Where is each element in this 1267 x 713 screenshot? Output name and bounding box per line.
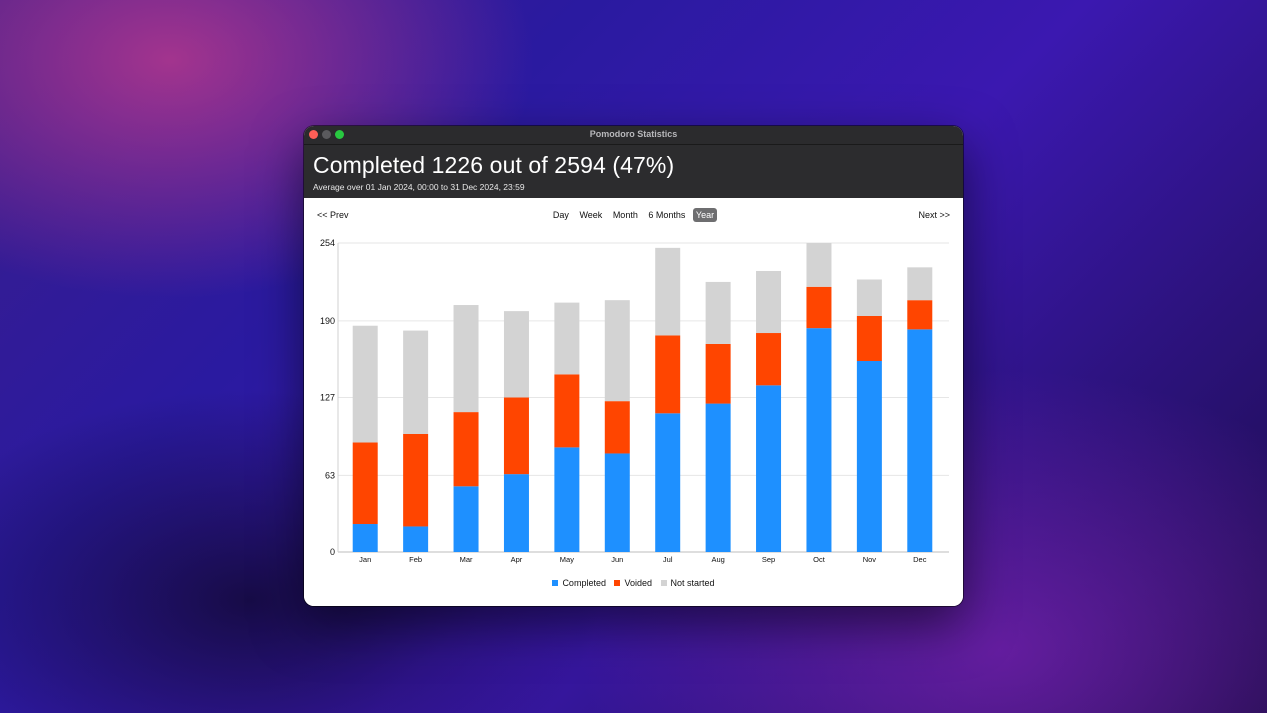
bar-not-started	[554, 302, 580, 375]
title-bar: Pomodoro Statistics	[304, 126, 963, 145]
bar-completed	[705, 403, 731, 552]
legend-item-not-started: Not started	[660, 578, 715, 588]
bar-completed	[604, 453, 630, 552]
bar-voided	[907, 300, 933, 330]
bar-voided	[554, 374, 580, 448]
segment-day[interactable]: Day	[552, 210, 569, 220]
x-tick-label: Apr	[511, 555, 523, 564]
x-tick-label: Dec	[913, 555, 927, 564]
legend-swatch-not-started	[660, 579, 667, 586]
y-tick-label: 0	[330, 547, 335, 557]
bar-not-started	[503, 311, 529, 398]
bar-not-started	[756, 270, 782, 334]
chart-legend: Completed Voided Not started	[304, 578, 963, 588]
close-window-button[interactable]	[309, 130, 318, 139]
bar-voided	[453, 412, 479, 487]
x-tick-label: Feb	[409, 555, 422, 564]
x-tick-label: Oct	[813, 555, 826, 564]
bar-not-started	[806, 243, 832, 287]
bar-completed	[856, 361, 882, 552]
completion-headline: Completed 1226 out of 2594 (47%)	[313, 152, 675, 178]
legend-item-completed: Completed	[552, 578, 606, 588]
segment-year[interactable]: Year	[692, 208, 718, 222]
bar-voided	[403, 433, 429, 527]
bar-completed	[503, 474, 529, 552]
prev-period-button[interactable]: << Prev	[317, 210, 349, 220]
x-tick-label: Sep	[762, 555, 775, 564]
window-title: Pomodoro Statistics	[589, 129, 678, 139]
next-period-button[interactable]: Next >>	[918, 210, 950, 220]
bar-voided	[503, 397, 529, 475]
x-tick-label: May	[560, 555, 574, 564]
y-tick-label: 190	[320, 316, 335, 326]
bar-completed	[453, 486, 479, 552]
zoom-window-button[interactable]	[335, 130, 344, 139]
bar-not-started	[604, 300, 630, 402]
bar-voided	[655, 335, 681, 414]
x-tick-label: Mar	[460, 555, 473, 564]
bar-voided	[756, 333, 782, 386]
bar-not-started	[453, 305, 479, 413]
legend-swatch-voided	[614, 579, 621, 586]
chart-area: << Prev Day Week Month 6 Months Year Nex…	[304, 198, 963, 606]
bar-voided	[352, 442, 378, 525]
bar-not-started	[352, 325, 378, 443]
period-segmented-control: Day Week Month 6 Months Year	[304, 208, 963, 222]
stacked-bar-chart: 0 63 127 190 254 Jan Feb Mar Apr May Jun Jul Aug Sep O…	[320, 238, 949, 564]
y-tick-label: 127	[320, 393, 335, 403]
y-tick-label: 63	[325, 470, 335, 480]
bar-completed	[907, 329, 933, 552]
legend-label-not-started: Not started	[670, 578, 715, 588]
legend-label-voided: Voided	[624, 578, 653, 588]
legend-label-completed: Completed	[562, 578, 606, 588]
bar-voided	[604, 401, 630, 454]
bar-voided	[705, 343, 731, 404]
segment-month[interactable]: Month	[612, 210, 638, 220]
bar-not-started	[655, 247, 681, 336]
x-tick-label: Nov	[863, 555, 877, 564]
bar-voided	[856, 315, 882, 362]
x-tick-label: Jan	[359, 555, 371, 564]
x-tick-label: Aug	[711, 555, 724, 564]
x-tick-label: Jun	[611, 555, 623, 564]
legend-item-voided: Voided	[614, 578, 652, 588]
bar-completed	[655, 413, 681, 552]
summary-header: Completed 1226 out of 2594 (47%) Average…	[304, 145, 963, 198]
segment-week[interactable]: Week	[579, 210, 603, 220]
bar-not-started	[907, 267, 933, 301]
bar-completed	[352, 524, 378, 552]
bar-completed	[403, 526, 429, 552]
bar-voided	[806, 286, 832, 329]
bar-completed	[756, 385, 782, 552]
statistics-window: Pomodoro Statistics Completed 1226 out o…	[304, 126, 963, 606]
bar-completed	[554, 447, 580, 552]
bar-not-started	[856, 279, 882, 316]
bar-not-started	[705, 281, 731, 344]
legend-swatch-completed	[552, 579, 559, 586]
bar-not-started	[403, 330, 429, 434]
bar-completed	[806, 328, 832, 552]
date-range-subtitle: Average over 01 Jan 2024, 00:00 to 31 De…	[313, 182, 525, 192]
segment-6-months[interactable]: 6 Months	[648, 210, 686, 220]
x-tick-label: Jul	[663, 555, 673, 564]
minimize-window-button[interactable]	[322, 130, 331, 139]
y-tick-label: 254	[320, 238, 335, 248]
